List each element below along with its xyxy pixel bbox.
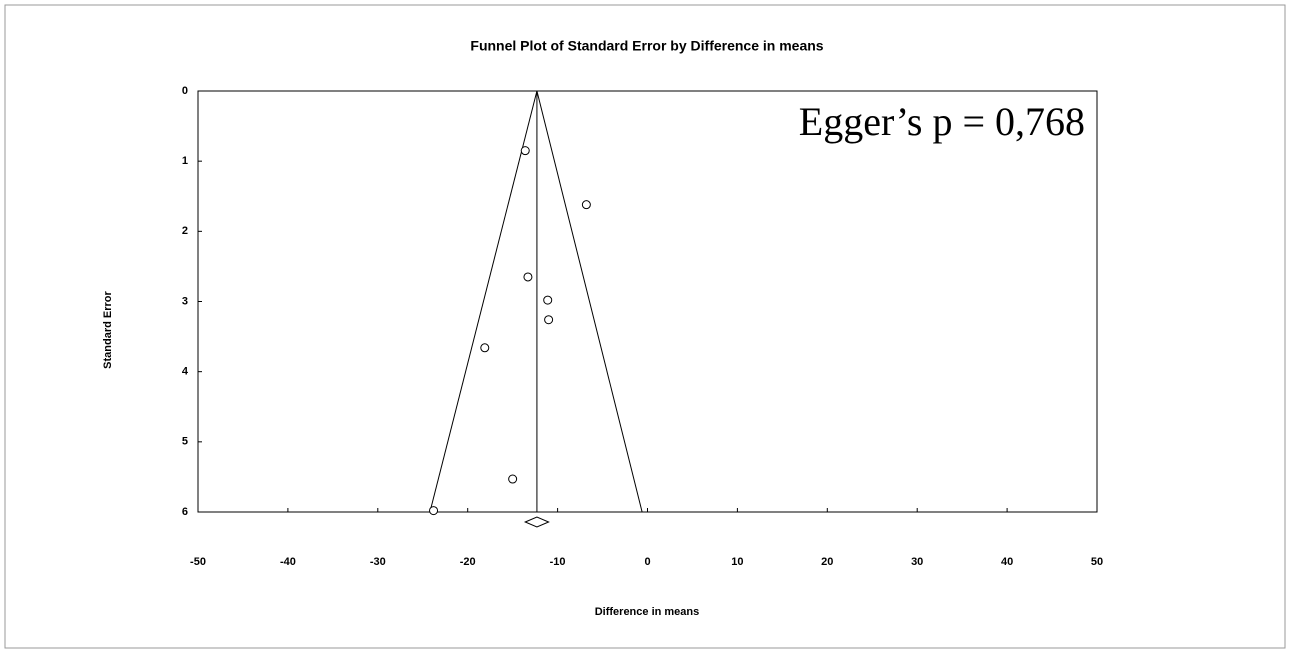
y-tick-label: 3 [182,295,188,307]
y-tick-label: 2 [182,225,188,237]
point [480,343,490,353]
chart-title: Funnel Plot of Standard Error by Differe… [470,38,823,54]
x-tick-label: 50 [1091,556,1103,568]
y-axis-title: Standard Error [102,290,114,368]
y-tick-label: 4 [182,366,189,378]
y-tick-label: 5 [182,436,188,448]
annotation: Egger’s p = 0,768 [799,99,1085,144]
funnel-right [536,90,643,513]
y-tick-label: 1 [182,155,188,167]
x-tick-label: -40 [280,556,296,568]
x-tick-label: 20 [821,556,833,568]
x-tick-label: 40 [1001,556,1013,568]
summary-diamond [523,516,550,528]
point [523,272,533,282]
y-tick-label: 0 [182,85,188,97]
point [544,315,554,325]
x-tick-label: 10 [731,556,743,568]
point [581,200,591,210]
funnel-left [429,90,538,513]
point [508,474,518,484]
x-tick-label: -30 [370,556,386,568]
x-tick-label: -20 [460,556,476,568]
x-tick-label: -50 [190,556,206,568]
x-tick-label: 30 [911,556,923,568]
point [520,146,530,156]
frame [4,4,1286,649]
x-tick-label: 0 [644,556,650,568]
point [543,295,553,305]
x-axis-title: Difference in means [595,606,700,618]
point [429,506,439,516]
y-tick-label: 6 [182,506,188,518]
x-tick-label: -10 [550,556,566,568]
